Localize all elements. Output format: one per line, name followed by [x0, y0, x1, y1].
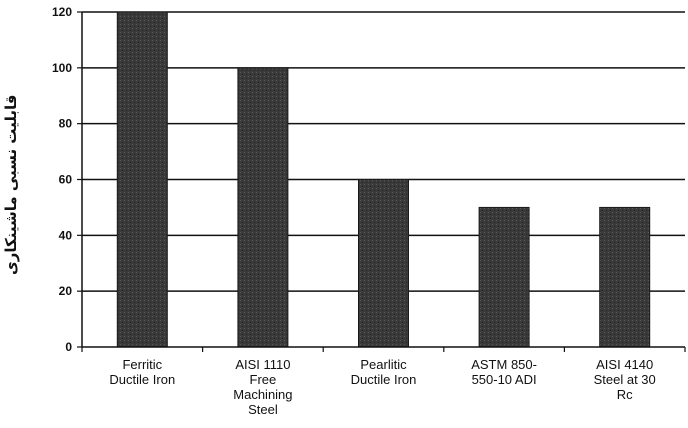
bar: [237, 67, 289, 348]
y-tick-label: 60: [59, 173, 73, 187]
bar: [116, 11, 168, 348]
y-tick-label: 0: [65, 340, 72, 354]
bar: [478, 206, 530, 348]
y-tick-label: 20: [59, 284, 73, 298]
bar: [599, 206, 651, 348]
category-label: AISI 4140 Steel at 30 Rc: [594, 357, 656, 402]
bar: [358, 179, 409, 348]
category-label: Ferritic Ductile Iron: [109, 357, 175, 387]
y-tick-label: 100: [52, 61, 72, 75]
y-tick-label: 40: [59, 228, 73, 242]
y-tick-label: 120: [52, 5, 72, 19]
y-tick-label: 80: [59, 117, 73, 131]
category-label: Pearlitic Ductile Iron: [351, 357, 417, 387]
category-label: AISI 1110 Free Machining Steel: [233, 357, 292, 417]
category-label: ASTM 850-550-10 ADI: [471, 357, 537, 387]
